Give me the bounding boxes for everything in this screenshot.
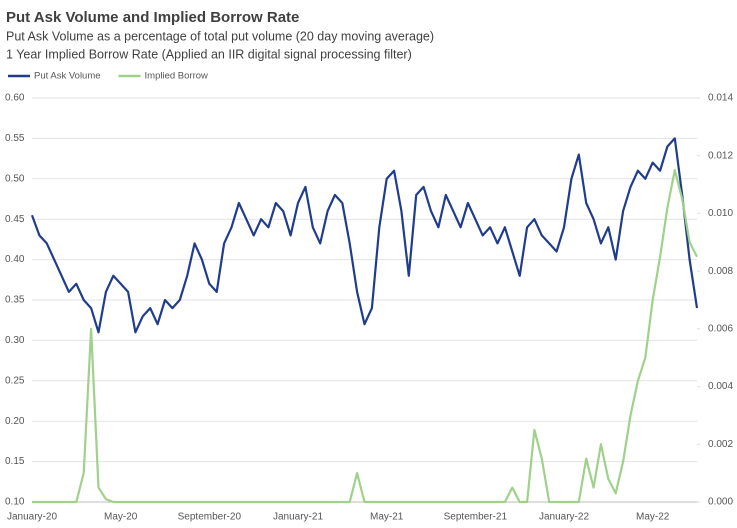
y-tick-label: 0.45	[5, 214, 25, 225]
y2-tick-label: 0.008	[708, 266, 733, 277]
series-line	[30, 137, 699, 334]
x-tick-label: January-21	[273, 512, 323, 523]
chart-title: Put Ask Volume and Implied Borrow Rate	[6, 9, 299, 26]
y-tick-label: 0.35	[5, 295, 25, 306]
y2-tick-label: 0.012	[708, 150, 733, 161]
x-tick-label: September-21	[444, 512, 508, 523]
y2-tick-label: 0.006	[708, 323, 733, 334]
x-tick-label: May-21	[370, 512, 404, 523]
legend-label: Put Ask Volume	[34, 71, 101, 82]
y-tick-label: 0.25	[5, 375, 25, 386]
y2-tick-label: 0.014	[708, 93, 733, 104]
y-tick-label: 0.15	[5, 456, 25, 467]
y2-tick-label: 0.004	[708, 381, 733, 392]
series-line	[32, 169, 698, 504]
x-tick-label: May-20	[104, 512, 138, 523]
x-tick-label: January-22	[539, 512, 589, 523]
y-tick-label: 0.20	[5, 416, 25, 427]
y-tick-label: 0.10	[5, 497, 25, 508]
x-tick-label: May-22	[636, 512, 670, 523]
legend-label: Implied Borrow	[145, 71, 208, 82]
subtitle: Put Ask Volume as a percentage of total …	[6, 29, 434, 43]
y-tick-label: 0.40	[5, 254, 25, 265]
x-tick-label: September-20	[178, 512, 242, 523]
y2-tick-label: 0.000	[708, 497, 733, 508]
y-tick-label: 0.30	[5, 335, 25, 346]
subtitle: 1 Year Implied Borrow Rate (Applied an I…	[6, 47, 412, 61]
y2-tick-label: 0.002	[708, 439, 733, 450]
x-tick-label: January-20	[7, 512, 57, 523]
y-tick-label: 0.50	[5, 173, 25, 184]
y2-tick-label: 0.010	[708, 208, 733, 219]
y-tick-label: 0.55	[5, 133, 25, 144]
y-tick-label: 0.60	[5, 93, 25, 104]
